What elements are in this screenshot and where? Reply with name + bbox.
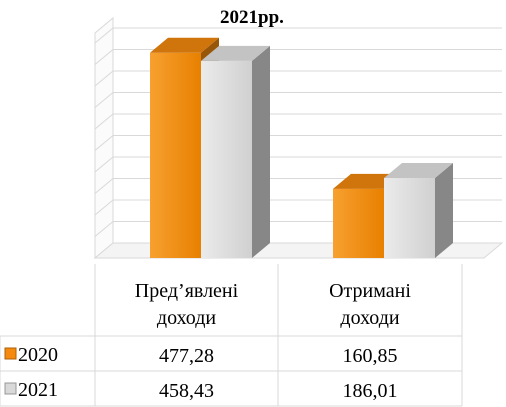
bar-2021-1 — [201, 45, 270, 259]
table-value-2021-1: 458,43 — [159, 380, 214, 402]
table-header-line: Пред’явлені — [135, 280, 239, 302]
bar-2021-2 — [384, 163, 453, 258]
gridline-side — [94, 27, 114, 44]
table-header-1: Пред’явлені доходи — [135, 280, 239, 329]
gridline-side — [94, 49, 114, 65]
legend-key-2021 — [4, 382, 17, 395]
gridline-side — [94, 113, 114, 130]
table-value-2021-2: 186,01 — [343, 380, 398, 402]
data-table: Пред’явлені доходи Отримані доходи 2020 477,2… — [0, 264, 463, 407]
gridline-side — [94, 199, 114, 216]
gridline-side — [94, 135, 114, 151]
legend-label-2020: 2020 — [18, 344, 58, 366]
gridline-side — [94, 70, 114, 87]
gridline-side — [94, 178, 114, 194]
bar-top — [201, 45, 270, 61]
gridline-side — [94, 156, 114, 173]
gridline-side — [94, 221, 114, 237]
table-header-line: Отримані — [329, 280, 411, 302]
table-header-line: доходи — [340, 307, 400, 329]
table-header-line: доходи — [157, 307, 217, 329]
legend-label-2021: 2021 — [18, 379, 58, 401]
bar-side — [252, 45, 270, 259]
bar-front — [150, 52, 201, 259]
bar-side — [435, 163, 453, 258]
table-value-2020-1: 477,28 — [159, 345, 214, 367]
legend-key-2020 — [4, 347, 17, 360]
gridline-side — [94, 92, 114, 108]
bar-front — [384, 178, 435, 258]
chart-title: 2021рр. — [220, 7, 284, 28]
bar-top — [384, 163, 453, 179]
table-header-2: Отримані доходи — [329, 280, 411, 329]
bar-front — [201, 60, 252, 259]
bars — [150, 37, 453, 259]
bar-top — [150, 37, 219, 53]
bar-front — [333, 188, 384, 258]
table-value-2020-2: 160,85 — [343, 345, 398, 367]
